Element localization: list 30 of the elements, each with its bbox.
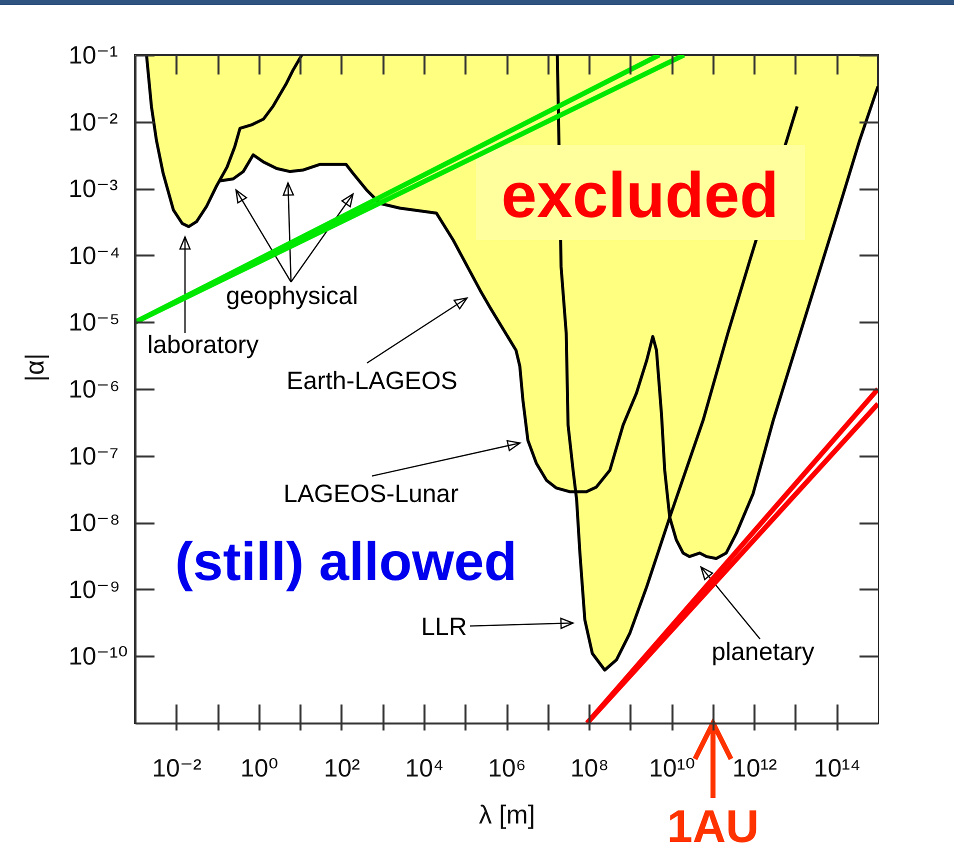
annotation: laboratory xyxy=(147,331,260,359)
annotation: planetary xyxy=(712,638,815,666)
y-tick-label: 10⁻⁸ xyxy=(68,509,120,538)
y-tick-label: 10⁻⁷ xyxy=(68,442,119,470)
y-tick-label: 10⁻⁵ xyxy=(68,308,120,337)
x-tick-label: 10⁸ xyxy=(570,754,609,782)
y-tick-label: 10⁻¹⁰ xyxy=(68,642,128,671)
annotation: geophysical xyxy=(226,282,358,310)
annotation: excluded xyxy=(501,159,779,231)
y-axis-title: |α| xyxy=(20,353,50,382)
y-tick-label: 10⁻³ xyxy=(68,175,118,204)
y-tick-label: 10⁻² xyxy=(68,108,118,136)
annotation: LAGEOS-Lunar xyxy=(283,480,459,508)
x-axis-title: λ [m] xyxy=(478,800,536,830)
y-tick-label: 10⁻¹ xyxy=(68,42,118,70)
x-tick-label: 10² xyxy=(324,754,360,782)
y-tick-label: 10⁻⁶ xyxy=(68,376,120,404)
annotation: Earth-LAGEOS xyxy=(286,367,458,395)
y-tick-label: 10⁻⁴ xyxy=(68,242,120,270)
x-tick-label: 10¹⁰ xyxy=(649,754,696,782)
x-tick-label: 10¹² xyxy=(732,754,777,782)
x-tick-label: 10⁻² xyxy=(152,754,202,782)
x-tick-label: 10¹⁴ xyxy=(814,754,861,782)
x-tick-label: 10⁶ xyxy=(488,754,526,782)
text: 1AU xyxy=(666,800,760,852)
x-tick-label: 10⁴ xyxy=(405,754,444,782)
annotation: LLR xyxy=(421,613,467,641)
annotation: (still) allowed xyxy=(174,532,518,592)
x-tick-label: 10⁰ xyxy=(240,754,278,782)
y-tick-label: 10⁻⁹ xyxy=(68,576,120,604)
